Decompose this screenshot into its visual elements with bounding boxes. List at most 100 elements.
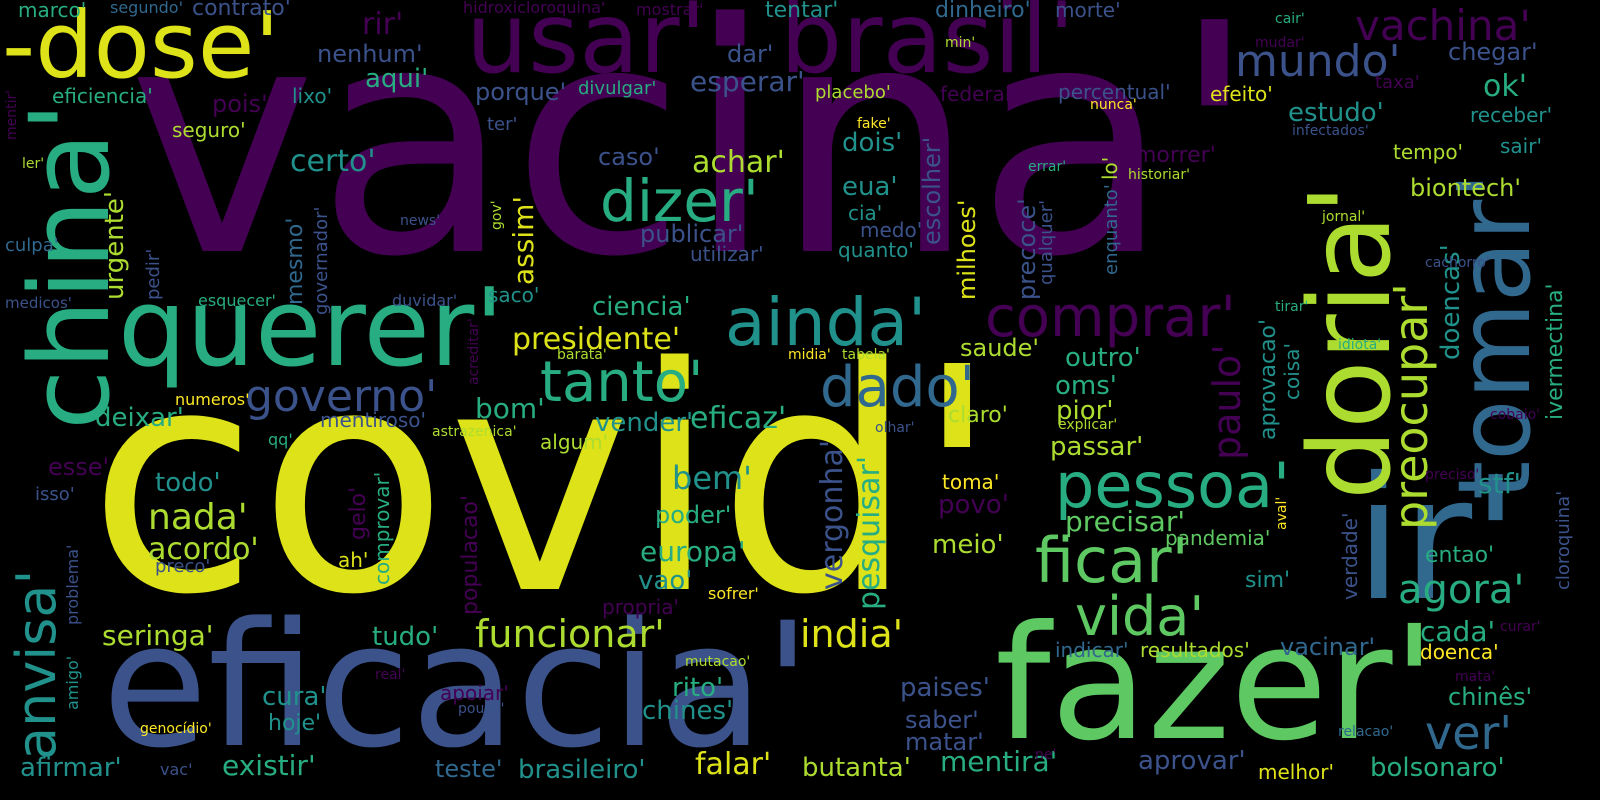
word-curar: curar' — [1500, 619, 1541, 635]
word-matar: matar' — [905, 728, 984, 756]
word-mata: mata' — [1455, 669, 1496, 685]
word-ir: ir' — [1355, 441, 1519, 639]
word-deixar: deixar' — [95, 403, 184, 433]
word-gov: gov' — [489, 200, 505, 230]
word-nada: nada' — [148, 497, 248, 538]
word-idiota: idiota' — [1338, 337, 1382, 353]
word-india: india' — [800, 612, 904, 656]
word-governo: governo' — [245, 371, 438, 422]
word-taxa: taxa' — [1375, 72, 1420, 93]
word-placebo: placebo' — [815, 82, 891, 103]
word-esperar: esperar' — [690, 65, 805, 98]
word-jornal: jornal' — [1322, 209, 1366, 225]
word-brasil: brasil' — [780, 0, 1076, 96]
word-dois: dois' — [842, 128, 903, 158]
word-butanta: butanta' — [802, 753, 911, 783]
word-teste: teste' — [435, 755, 503, 783]
word-qualquer: qualquer' — [1036, 199, 1057, 285]
word-mentir: mentir' — [4, 89, 20, 140]
word-estudo: estudo' — [1288, 98, 1384, 128]
word-resultados: resultados' — [1140, 638, 1250, 662]
word-midia: midia' — [788, 347, 831, 363]
word-pandemia: pandemia' — [1165, 526, 1271, 550]
word-stf: stf' — [1478, 467, 1522, 500]
word-ah: ah' — [338, 548, 369, 572]
word-hidroxicloroquina: hidroxicloroquina' — [463, 0, 606, 17]
word-vergonha: vergonha' — [815, 439, 850, 590]
word-tentar: tentar' — [765, 0, 839, 23]
word-marco: marco' — [18, 0, 87, 22]
word-sair: sair' — [1500, 134, 1542, 158]
word-fazer: fazer' — [995, 592, 1436, 776]
word-ver: ver' — [1425, 706, 1513, 760]
word-ivermectina: ivermectina' — [1543, 283, 1568, 420]
word-caso: caso' — [598, 143, 660, 171]
word-min: min' — [945, 35, 976, 51]
word-quanto: quanto' — [838, 238, 914, 262]
word-precisar: precisar' — [1065, 505, 1186, 538]
word-escolher: escolher' — [918, 136, 946, 245]
word-populacao: populacao' — [458, 494, 483, 615]
word-pesquisar: pesquisar' — [852, 455, 887, 610]
word-certo: certo' — [290, 144, 376, 179]
word-federal: federal' — [940, 82, 1016, 106]
word-vao: vao' — [638, 566, 693, 596]
word-toma: toma' — [942, 470, 1000, 494]
word-percentual: percentual' — [1058, 80, 1171, 104]
word-meio: meio' — [932, 530, 1004, 560]
word-cura: cura' — [262, 682, 327, 712]
word-pior: pior' — [1056, 396, 1114, 426]
word-entao: entao' — [1425, 543, 1495, 568]
word-aprovacao: aprovacao' — [1256, 318, 1281, 440]
word-saude: saude' — [960, 334, 1040, 362]
word-cair: cair' — [1275, 11, 1305, 27]
word-numeros: numeros' — [175, 390, 250, 409]
word-povo: povo' — [938, 490, 1009, 520]
word-medo: medo' — [860, 218, 923, 242]
word-falar: falar' — [695, 747, 772, 782]
word-dado: dado' — [820, 355, 976, 420]
word-ne: ne' — [1035, 747, 1057, 763]
word-mundo: mundo' — [1235, 36, 1401, 87]
word-doenca: doenca' — [1420, 640, 1499, 664]
word-contrato: contrato' — [192, 0, 291, 21]
word-chegar: chegar' — [1448, 38, 1538, 66]
word-comprovar: comprovar' — [370, 471, 394, 585]
word-dose: -dose' — [2, 0, 280, 99]
word-tanto: tanto' — [540, 350, 704, 415]
word-vender: vender' — [595, 408, 694, 438]
word-poder: poder' — [655, 501, 732, 529]
word-eua: eua' — [842, 172, 898, 202]
word-tudo: tudo' — [372, 622, 439, 652]
word-coisa: coisa' — [1280, 343, 1304, 400]
word-bem: bem' — [672, 459, 752, 497]
word-cloroquina: cloroquina' — [1553, 490, 1574, 590]
word-tempo: tempo' — [1393, 140, 1464, 164]
word-agora: agora' — [1398, 567, 1525, 613]
word-vachina: vachina' — [1355, 1, 1531, 50]
word-ciencia: ciencia' — [592, 292, 691, 322]
word-querer: querer' — [118, 266, 505, 391]
word-eficacia: eficacia' — [102, 585, 812, 786]
word-funcionar: funcionar' — [475, 612, 665, 656]
word-errar: errar' — [1028, 159, 1067, 175]
word-cobaio: cobaio' — [1490, 407, 1541, 423]
word-utilizar: utilizar' — [690, 242, 764, 266]
word-afirmar: afirmar' — [20, 753, 122, 783]
word-porque: porque' — [475, 78, 567, 106]
word-saco: saco' — [488, 283, 540, 307]
word-esse: esse' — [48, 453, 110, 481]
word-astrazenica: astrazenica' — [432, 424, 517, 440]
word-melhor: melhor' — [1258, 760, 1334, 784]
word-covid: covid' — [88, 302, 1000, 663]
word-esquecer: esquecer' — [198, 291, 276, 310]
word-chines: chines' — [642, 696, 734, 726]
word-sim: sim' — [1245, 568, 1291, 593]
word-pouco: pouco' — [458, 701, 505, 717]
word-eficiencia: eficiencia' — [52, 84, 153, 108]
word-verdade: verdade' — [1338, 512, 1362, 600]
word-urgente: urgente' — [100, 190, 130, 300]
word-assim: assim' — [507, 195, 540, 285]
word-ter: ter' — [487, 114, 518, 135]
word-relacao: relacao' — [1338, 724, 1394, 740]
